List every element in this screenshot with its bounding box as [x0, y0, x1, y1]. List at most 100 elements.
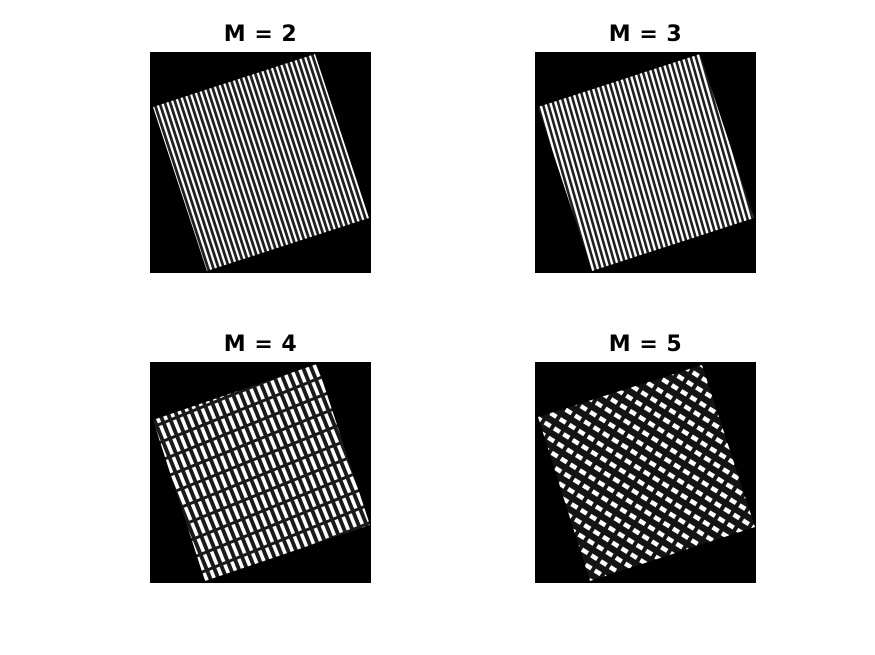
stripe	[555, 54, 669, 271]
stripe	[538, 54, 625, 271]
stripe	[204, 364, 358, 581]
stripe	[163, 364, 317, 581]
stripe	[538, 365, 755, 534]
stripe	[216, 54, 343, 271]
stripe	[211, 364, 365, 581]
stripe	[538, 365, 755, 506]
stripe	[603, 54, 717, 271]
stripe	[197, 364, 351, 581]
stripe	[164, 54, 291, 271]
stripe	[646, 54, 754, 271]
stripe	[613, 54, 726, 271]
stripe	[153, 364, 303, 581]
stripe	[538, 411, 755, 581]
stripe	[153, 54, 248, 271]
stripe	[538, 457, 755, 581]
stripe	[235, 54, 362, 271]
stripe	[618, 54, 731, 271]
stripe	[273, 54, 369, 271]
stripe	[656, 54, 754, 271]
stripe	[211, 54, 338, 271]
stripe	[253, 364, 370, 581]
stripe	[154, 54, 281, 271]
stripe	[538, 54, 649, 271]
stripe	[538, 365, 755, 581]
stripe	[598, 54, 712, 271]
stripe	[538, 365, 755, 497]
stripe	[569, 54, 683, 271]
stripe	[245, 54, 369, 271]
stripe	[579, 54, 693, 271]
stripe	[584, 54, 697, 271]
stripe	[538, 365, 755, 488]
stripe	[246, 364, 370, 581]
subplot-image	[535, 362, 756, 583]
stripe	[153, 364, 296, 581]
stripe	[226, 54, 352, 271]
stripe	[153, 54, 272, 271]
stripe	[159, 54, 286, 271]
stripe	[218, 364, 370, 581]
stripe	[153, 54, 257, 271]
stripe	[550, 54, 664, 271]
stripe	[153, 364, 268, 581]
stripe	[538, 439, 755, 581]
stripe	[188, 54, 314, 271]
stripe	[249, 54, 369, 271]
stripe	[594, 54, 707, 271]
stripe	[176, 364, 331, 581]
stripe	[153, 364, 289, 581]
stripe	[538, 365, 755, 516]
subplot-image	[150, 52, 371, 273]
stripe	[538, 448, 755, 581]
stripe	[541, 54, 654, 271]
stripe	[627, 54, 741, 271]
stripe	[622, 54, 736, 271]
stripe	[278, 54, 369, 271]
subplot-title: M = 4	[223, 332, 298, 357]
stripe	[538, 54, 645, 271]
stripe	[173, 54, 300, 271]
stripe	[589, 54, 702, 271]
stripe	[565, 54, 678, 271]
stripe	[670, 54, 754, 271]
stripe	[268, 54, 369, 271]
stripe	[538, 365, 755, 544]
stripe	[169, 54, 295, 271]
stripe	[538, 54, 630, 271]
stripe	[538, 365, 755, 525]
subplot-title: M = 3	[608, 22, 683, 47]
stripe	[545, 54, 659, 271]
stripe	[197, 54, 324, 271]
stripe	[190, 364, 345, 581]
stripe	[538, 420, 755, 581]
stripe	[221, 54, 348, 271]
stripe	[538, 429, 755, 581]
stripe	[183, 54, 310, 271]
stripe	[642, 54, 754, 271]
stripe	[574, 54, 688, 271]
subplot-title: M = 5	[608, 332, 683, 357]
stripe	[651, 54, 754, 271]
stripe	[632, 54, 746, 271]
stripe	[207, 54, 333, 271]
stripe	[666, 54, 754, 271]
stripe	[538, 54, 640, 271]
stripe	[156, 364, 310, 581]
stripe	[153, 54, 253, 271]
stripe	[153, 364, 261, 581]
stripe	[178, 54, 305, 271]
stripe	[538, 54, 635, 271]
stripe	[240, 54, 367, 271]
subplot-image	[150, 362, 371, 583]
stripe	[153, 364, 282, 581]
subplot-image	[535, 52, 756, 273]
stripe	[153, 364, 275, 581]
stripe	[183, 364, 338, 581]
stripe	[637, 54, 750, 271]
stripe	[202, 54, 329, 271]
stripe	[153, 54, 276, 271]
stripe	[661, 54, 754, 271]
stripe	[260, 364, 370, 581]
stripe	[230, 54, 357, 271]
